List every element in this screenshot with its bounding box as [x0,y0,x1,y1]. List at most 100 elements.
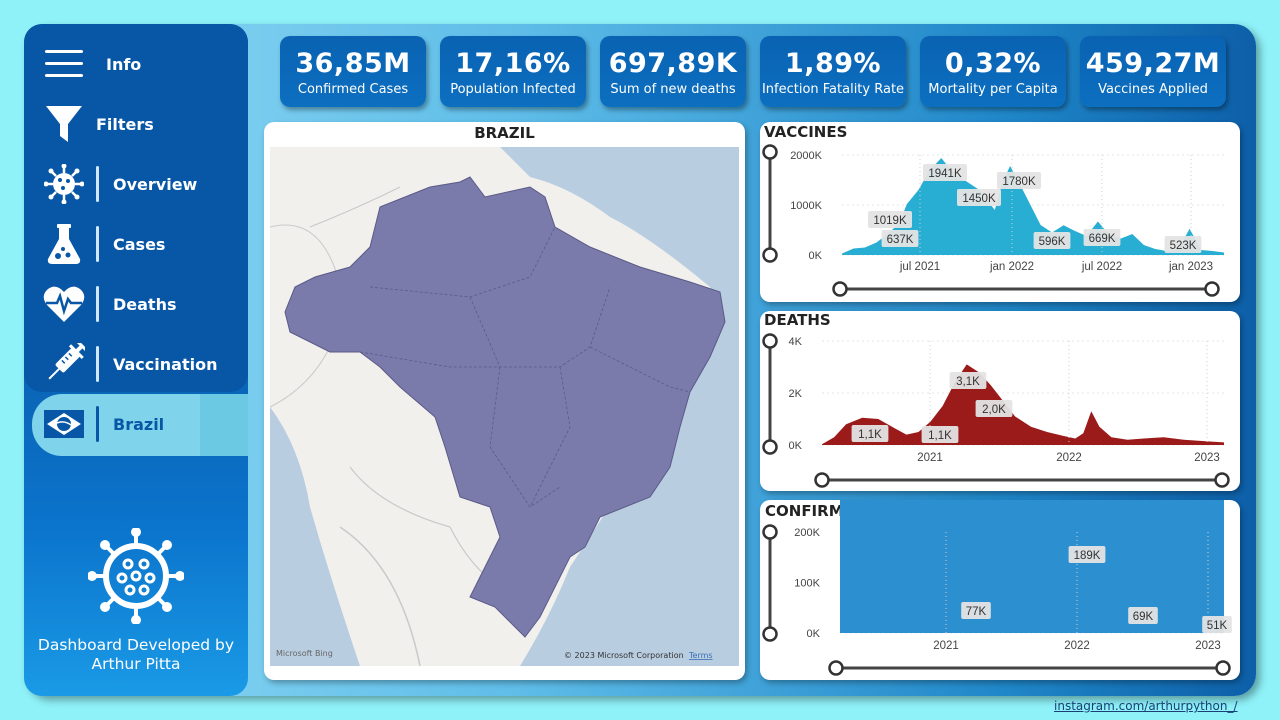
data-label-bg [957,189,1001,206]
kpi-label: Infection Fatality Rate [761,82,905,97]
separator [96,166,99,202]
x-tick-label: 2021 [917,452,943,464]
x-tick-label: 2022 [1064,640,1090,652]
sidebar-item-vaccination[interactable]: Vaccination [24,336,248,392]
kpi-label: Population Infected [450,82,576,97]
kpi-confirmed-cases: 36,85M Confirmed Cases [280,36,426,107]
sidebar-item-overview[interactable]: Overview [24,156,248,212]
vaccines-chart: 2000K 1000K 0K jul 2021 jan 2022 jul 2022 jan … [762,144,1224,297]
data-label-bg [1033,232,1071,249]
sidebar-item-info[interactable]: Info [24,36,248,92]
data-label: 1019K [873,215,907,227]
map-terms-link[interactable]: Terms [688,651,713,660]
sidebar-item-label: Filters [96,114,154,134]
x-tick-label: jan 2022 [989,261,1034,273]
kpi-value: 36,85M [295,48,411,79]
kpi-value: 17,16% [455,48,571,79]
x-range-slider-handle-start[interactable] [828,660,844,676]
data-label-bg [997,172,1041,189]
cases-chart: 200K 100K 0K 2021 2022 2023 189K 77K 69K 51K [762,500,1232,676]
sidebar-item-label: Overview [113,174,198,194]
kpi-value: 459,27M [1085,48,1221,79]
developer-credit: Dashboard Developed by Arthur Pitta [24,636,248,674]
kpi-new-deaths: 697,89K Sum of new deaths [600,36,746,107]
separator [96,406,99,442]
sidebar: Info Filters Overview Cases Deaths Vacci [24,24,248,696]
brazil-map[interactable]: Microsoft Bing © 2023 Microsoft Corporat… [270,147,739,666]
y-tick-label: 2K [789,388,803,400]
y-tick-label: 0K [789,440,803,452]
data-label-bg [1068,546,1106,563]
data-label: 3,1K [956,376,980,388]
x-tick-label: 2023 [1194,452,1220,464]
y-tick-label: 100K [794,578,820,590]
x-tick-label: jan 2023 [1168,261,1213,273]
sidebar-item-label: Deaths [113,294,177,314]
separator [96,286,99,322]
instagram-link[interactable]: instagram.com/arthurpython_/ [1054,699,1238,713]
sidebar-item-deaths[interactable]: Deaths [24,276,248,332]
y-range-slider-handle-bottom[interactable] [762,247,778,263]
brazil-territory[interactable] [284,176,726,638]
y-tick-label: 2000K [790,150,822,162]
deaths-chart: 4K 2K 0K 2021 2022 2023 3,1K 2,0K 1,1K 1,1K [762,333,1230,488]
y-tick-label: 0K [807,628,821,640]
vaccines-chart-title: VACCINES [764,123,848,141]
y-range-slider-handle-bottom[interactable] [762,626,778,642]
data-label: 596K [1039,236,1066,248]
vaccines-chart-card: VACCINES 2000K 1000K 0K jul 2021 jan 2022 jul… [760,122,1240,302]
selected-item-highlight-edge [200,394,248,456]
virus-icon [42,162,86,206]
y-tick-label: 0K [809,250,823,262]
data-label-bg [1083,229,1121,246]
x-tick-label: 2023 [1195,640,1221,652]
data-label-bg [1164,236,1202,253]
x-tick-label: jul 2021 [899,261,940,273]
data-label: 1,1K [928,430,952,442]
data-label-bg [975,400,1013,417]
x-range-slider-handle-start[interactable] [832,281,848,297]
x-range-slider-handle-start[interactable] [814,472,830,488]
data-label-bg [921,426,959,443]
data-label: 637K [887,234,914,246]
data-label-bg [949,372,987,389]
data-label-bg [868,211,912,228]
cases-chart-card: CONFIRMED CASES 200K100K0K20212022202318… [760,500,1240,680]
kpi-population-infected: 17,16% Population Infected [440,36,586,107]
separator [96,346,99,382]
data-label: 2,0K [982,404,1006,416]
sidebar-item-filters[interactable]: Filters [24,96,248,152]
series-area [840,500,1224,633]
data-label-bg [923,164,967,181]
data-label: 1,1K [858,429,882,441]
deaths-chart-title: DEATHS [764,311,831,329]
y-range-slider-handle-top[interactable] [762,333,778,349]
sidebar-item-brazil[interactable]: Brazil [24,396,248,452]
x-range-slider-handle-end[interactable] [1214,472,1230,488]
sidebar-item-label: Vaccination [113,354,218,374]
series-area [842,158,1224,255]
data-label-bg [851,425,889,442]
kpi-value: 697,89K [608,48,738,79]
y-tick-label: 4K [789,336,803,348]
kpi-infection-fatality-rate: 1,89% Infection Fatality Rate [760,36,906,107]
x-range-slider-handle-end[interactable] [1215,660,1231,676]
data-label-bg [961,602,991,619]
data-label-bg [881,230,919,247]
kpi-label: Vaccines Applied [1098,82,1208,97]
y-tick-label: 200K [794,527,820,539]
kpi-label: Confirmed Cases [297,82,409,97]
y-range-slider-handle-top[interactable] [762,524,778,540]
brazil-flag-icon [42,402,86,446]
x-tick-label: 2021 [933,640,959,652]
x-range-slider-handle-end[interactable] [1204,281,1220,297]
sidebar-item-cases[interactable]: Cases [24,216,248,272]
x-tick-label: 2022 [1056,452,1082,464]
data-label: 523K [1170,240,1197,252]
data-label: 51K [1207,620,1228,632]
y-range-slider-handle-bottom[interactable] [762,439,778,455]
data-label: 1941K [928,168,962,180]
y-range-slider-handle-top[interactable] [762,144,778,160]
sidebar-item-label: Brazil [113,414,165,434]
sidebar-nav-panel [24,24,248,392]
